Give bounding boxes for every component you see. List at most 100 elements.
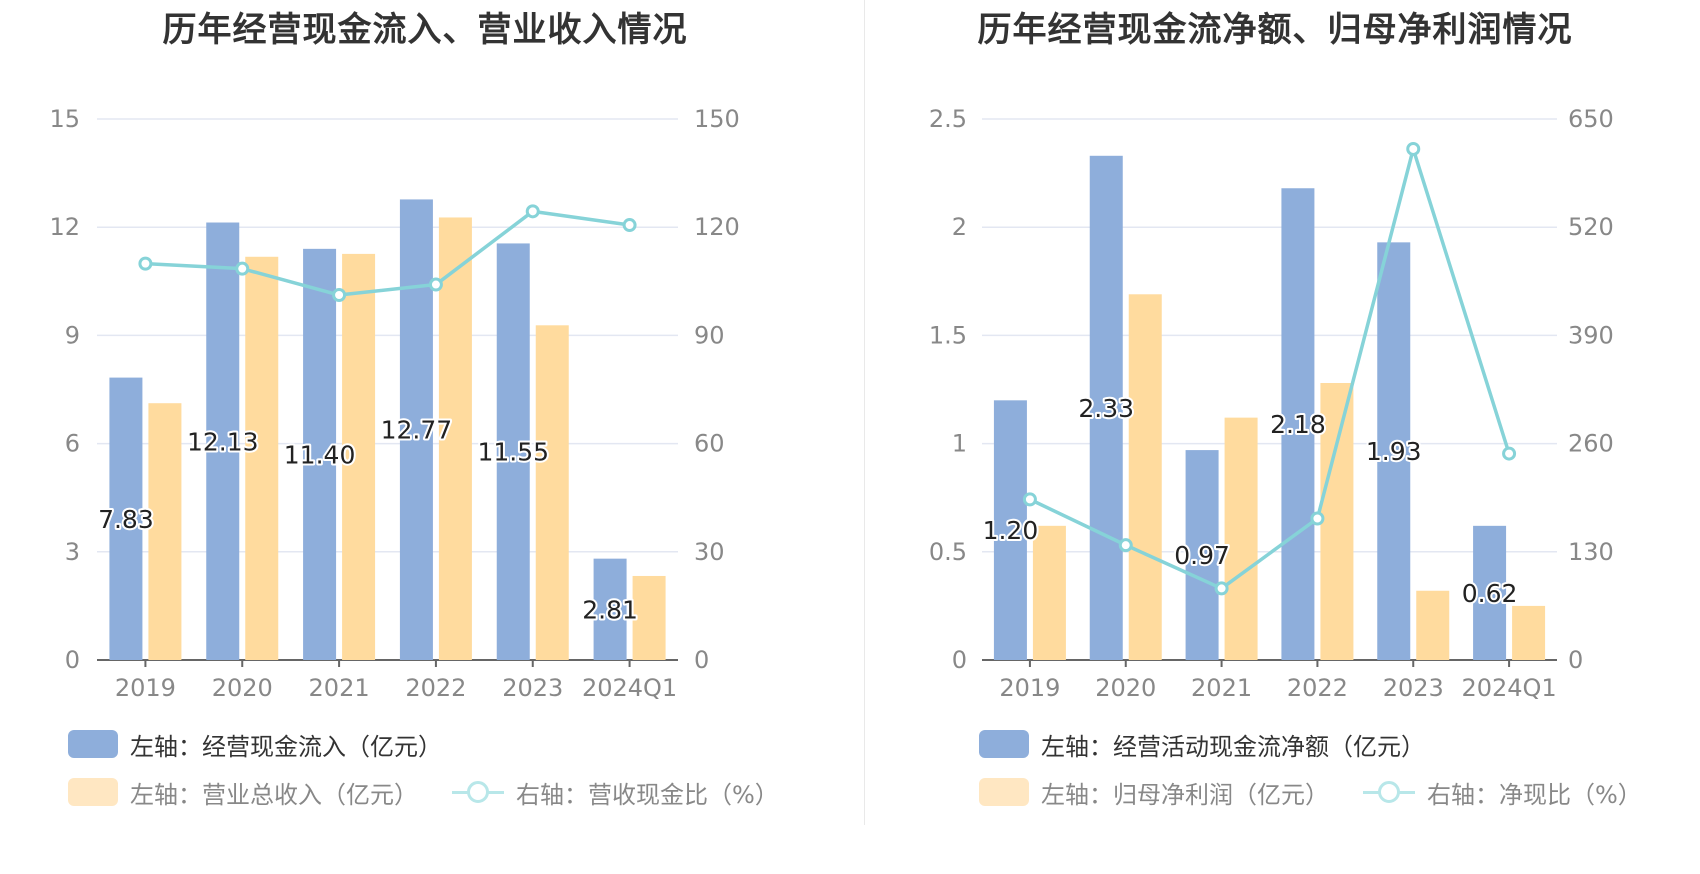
left-chart-panel: 历年经营现金流入、营业收入情况 0 3 6 9 12 15 0 30 60 90 120 150 201… [49, 10, 813, 810]
right-axis-tick-label: 90 [694, 321, 725, 349]
legend-swatch-orange [68, 778, 118, 806]
right-axis-tick-label: 120 [694, 213, 740, 241]
legend-swatch-blue [979, 730, 1029, 758]
bar-data-label: 11.40 [284, 440, 356, 469]
x-axis-category-label: 2022 [1287, 674, 1348, 702]
legend-item-net-cash-flow[interactable]: 左轴：经营活动现金流净额（亿元） [979, 727, 1425, 762]
x-axis-category-label: 2024Q1 [582, 674, 677, 702]
bar-revenue [438, 217, 472, 660]
bar-net-cash-flow [1473, 525, 1507, 660]
left-axis-tick-label: 1 [952, 430, 967, 458]
legend-item-net-profit[interactable]: 左轴：归母净利润（亿元） [979, 775, 1329, 810]
bar-net-profit [1032, 525, 1066, 660]
right-axis-tick-label: 650 [1568, 105, 1614, 133]
chart-title: 历年经营现金流入、营业收入情况 [162, 10, 688, 50]
chart-title: 历年经营现金流净额、归母净利润情况 [977, 10, 1573, 50]
left-axis-tick-label: 6 [65, 430, 80, 458]
ratio-point [332, 288, 347, 303]
legend-row-1: 左轴：经营现金流入（亿元） [68, 726, 476, 762]
ratio-point [1406, 141, 1421, 156]
bar-data-label: 11.55 [477, 438, 549, 467]
legend-label: 左轴：营业总收入（亿元） [130, 780, 418, 809]
x-axis-category-label: 2023 [502, 674, 563, 702]
right-axis-tick-label: 260 [1568, 430, 1614, 458]
bar-cash-inflow [593, 558, 627, 660]
ratio-point [138, 256, 153, 271]
ratio-point [428, 277, 443, 292]
legend-label: 左轴：归母净利润（亿元） [1041, 780, 1329, 809]
legend-row-1: 左轴：经营活动现金流净额（亿元） [979, 726, 1459, 762]
bar-data-label: 1.93 [1366, 437, 1422, 466]
ratio-point [1310, 511, 1325, 526]
right-axis-tick-label: 0 [694, 646, 709, 674]
bar-net-cash-flow [1281, 188, 1315, 661]
left-axis-tick-label: 15 [49, 105, 80, 133]
ratio-point [622, 218, 637, 233]
bar-net-cash-flow [993, 400, 1027, 660]
bar-net-cash-flow [1377, 242, 1411, 660]
bar-net-profit [1416, 590, 1450, 660]
ratio-point [1502, 446, 1517, 461]
x-axis-category-label: 2021 [1191, 674, 1252, 702]
legend-row-2: 左轴：营业总收入（亿元） 右轴：营收现金比（%） [68, 774, 813, 810]
legend-label: 右轴：净现比（%） [1427, 780, 1642, 809]
left-axis-tick-label: 1.5 [929, 321, 967, 349]
legend-item-net-cash-ratio[interactable]: 右轴：净现比（%） [1363, 775, 1642, 810]
bar-data-label: 12.77 [381, 416, 453, 445]
right-axis-tick-label: 30 [694, 538, 725, 566]
x-axis-category-label: 2022 [405, 674, 466, 702]
bar-data-label: 2.18 [1270, 410, 1326, 439]
legend-label: 左轴：经营活动现金流净额（亿元） [1041, 732, 1425, 761]
bar-net-profit [1512, 605, 1546, 660]
legend-item-revenue[interactable]: 左轴：营业总收入（亿元） [68, 775, 418, 810]
ratio-line [145, 209, 630, 297]
right-axis-tick-label: 130 [1568, 538, 1614, 566]
bar-cash-inflow [206, 222, 240, 660]
legend-line-icon [1363, 778, 1415, 806]
bar-net-cash-flow [1185, 450, 1219, 660]
legend-item-revenue-cash-ratio[interactable]: 右轴：营收现金比（%） [452, 775, 779, 810]
bar-cash-inflow [496, 243, 530, 660]
legend-item-cash-inflow[interactable]: 左轴：经营现金流入（亿元） [68, 727, 442, 762]
left-axis-tick-label: 9 [65, 321, 80, 349]
legend-row-2: 左轴：归母净利润（亿元） 右轴：净现比（%） [979, 774, 1676, 810]
right-chart-panel: 历年经营现金流净额、归母净利润情况 0 0.5 1 1.5 2 2.5 0 130 260 390… [850, 0, 1700, 874]
ratio-point [525, 204, 540, 219]
ratio-point [1118, 538, 1133, 553]
right-axis-tick-label: 60 [694, 430, 725, 458]
bar-revenue [148, 403, 182, 660]
bar-data-label: 2.33 [1078, 394, 1134, 423]
legend-swatch-orange [979, 778, 1029, 806]
bar-data-label: 12.13 [187, 427, 259, 456]
bar-cash-inflow [399, 199, 433, 661]
right-axis-tick-label: 520 [1568, 213, 1614, 241]
right-axis-tick-label: 390 [1568, 321, 1614, 349]
panel-divider [864, 0, 865, 825]
x-axis-category-label: 2020 [212, 674, 273, 702]
legend-label: 左轴：经营现金流入（亿元） [130, 732, 442, 761]
bar-net-profit [1320, 383, 1354, 660]
left-axis-tick-label: 2 [952, 213, 967, 241]
bar-data-label: 7.83 [98, 505, 154, 534]
x-axis-category-label: 2019 [999, 674, 1060, 702]
bar-net-profit [1128, 294, 1162, 660]
ratio-line [1029, 147, 1511, 591]
legend-label: 右轴：营收现金比（%） [516, 780, 779, 809]
right-axis-tick-label: 150 [694, 105, 740, 133]
x-axis-category-label: 2019 [115, 674, 176, 702]
x-axis-category-label: 2024Q1 [1461, 674, 1556, 702]
left-axis-tick-label: 0 [65, 646, 80, 674]
bar-revenue [342, 253, 376, 660]
bar-revenue [245, 256, 279, 660]
bar-data-label: 2.81 [582, 595, 638, 624]
bar-cash-inflow [109, 377, 143, 660]
bar-cash-inflow [303, 248, 337, 660]
left-axis-tick-label: 0.5 [929, 538, 967, 566]
bar-revenue [632, 575, 666, 660]
left-axis-tick-label: 12 [49, 213, 80, 241]
ratio-point [1022, 492, 1037, 507]
ratio-point [235, 261, 250, 276]
bar-net-profit [1224, 417, 1258, 660]
x-axis-category-label: 2023 [1383, 674, 1444, 702]
